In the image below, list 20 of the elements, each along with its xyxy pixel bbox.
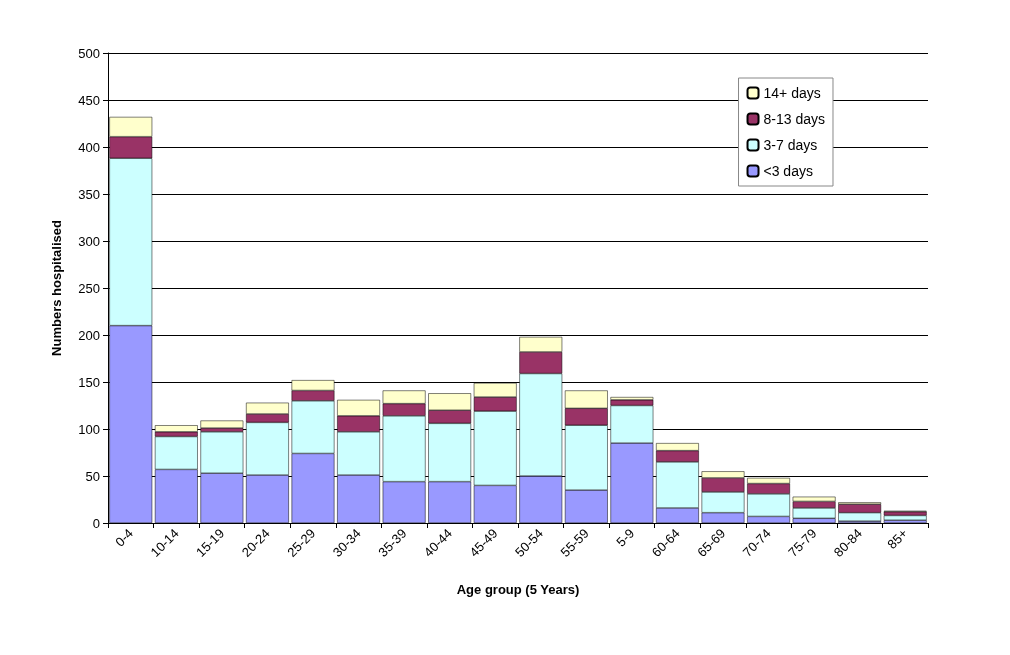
y-tick-label: 350 (78, 186, 100, 202)
y-tick-label: 100 (78, 421, 100, 437)
y-tick-label: 250 (78, 280, 100, 296)
y-axis-title: Numbers hospitalised (49, 220, 64, 356)
legend-label: 14+ days (763, 85, 821, 101)
y-tick-label: 50 (85, 468, 100, 484)
y-tick-label: 150 (78, 374, 100, 390)
x-tick-label: 0-4 (112, 525, 137, 550)
x-tick-label: 85+ (884, 525, 911, 552)
x-tick-label: 5-9 (613, 525, 638, 550)
x-axis-title: Age group (5 Years) (456, 582, 580, 597)
y-tick-label: 200 (78, 327, 100, 343)
y-tick-label: 500 (78, 45, 100, 61)
y-tick-label: 300 (78, 233, 100, 249)
legend-label: 8-13 days (763, 111, 825, 127)
legend-label: 3-7 days (763, 137, 818, 153)
y-tick-label: 450 (78, 92, 100, 108)
legend-label: <3 days (763, 163, 813, 179)
y-tick-label: 0 (92, 515, 100, 531)
y-tick-label: 400 (78, 139, 100, 155)
